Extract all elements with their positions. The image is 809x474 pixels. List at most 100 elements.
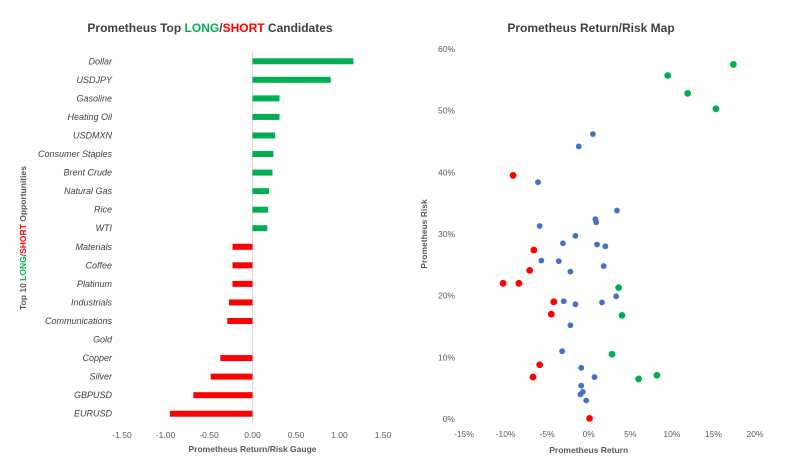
bar-category-label: Copper [82,353,113,363]
scatter-y-tick-label: 40% [438,167,455,177]
bar-y-axis-title-part: LONG [18,256,28,281]
scatter-point-neutral [567,268,574,275]
scatter-point-neutral [578,364,585,371]
bar-chart-title-part: SHORT [223,21,266,35]
bar-wti [252,225,268,232]
bar-brent-crude [252,169,273,176]
bar-eurusd [169,410,253,417]
scatter-point-short [547,310,555,318]
scatter-point-neutral [567,322,574,329]
bar-y-axis-title-part: / [18,253,28,256]
scatter-x-tick-label: -15% [454,429,474,439]
scatter-point-short [536,361,544,369]
bar-platinum [232,280,253,287]
scatter-point-neutral [536,223,543,229]
scatter-y-tick-label: 30% [438,229,455,239]
bar-usdmxn [252,132,276,139]
scatter-point-neutral [591,374,598,380]
bar-dollar [252,58,354,65]
scatter-point-short [526,266,534,274]
scatter-point-long [664,72,672,79]
scatter-point-neutral [559,348,566,355]
scatter-point-neutral [538,257,545,264]
scatter-point-long [608,350,616,358]
bar-x-axis-title: Prometheus Return/Risk Gauge [188,444,316,454]
bar-category-label: GBPUSD [74,390,113,400]
bar-category-label: USDMXN [73,130,113,140]
bar-chart-title-part: Prometheus Top [87,21,184,35]
scatter-point-neutral [572,301,579,308]
bar-category-label: Industrials [71,297,113,307]
bar-y-axis-title-part: SHORT [18,223,28,254]
scatter-point-neutral [593,219,600,226]
scatter-x-tick-label: 10% [663,429,680,439]
scatter-y-tick-label: 20% [438,291,455,301]
bar-x-tick-label: -0.50 [199,430,219,440]
bar-y-axis-title: Top 10 LONG/SHORT Opportunities [18,166,28,310]
bar-category-label: Silver [89,372,113,382]
bar-natural-gas [252,188,270,195]
scatter-chart-title: Prometheus Return/Risk Map [507,21,674,35]
scatter-point-neutral [602,243,609,250]
bar-x-tick-label: -1.50 [112,430,132,440]
bar-x-tick-label: 0.00 [244,430,261,440]
scatter-point-neutral [577,391,584,398]
bar-category-label: Gold [93,335,113,345]
scatter-point-neutral [555,258,562,265]
bar-copper [220,355,253,362]
scatter-point-neutral [560,240,566,247]
bar-category-label: USDJPY [76,75,113,85]
scatter-point-long [635,375,642,383]
scatter-x-tick-label: 20% [746,429,763,439]
bar-category-label: WTI [96,223,113,233]
scatter-point-neutral [572,232,579,239]
scatter-x-tick-label: 0% [583,429,596,439]
bar-y-axis-title-part: Top 10 [18,281,28,310]
scatter-point-neutral [613,293,620,300]
bar-gbpusd [193,392,253,399]
scatter-point-neutral [578,382,585,389]
bar-y-axis-title-part: Opportunities [18,166,28,224]
return-risk-scatter-chart: Prometheus Return/Risk Map 0% 10% 20% 30% 40%… [405,0,809,469]
bar-silver [210,373,253,380]
bar-category-label: Natural Gas [64,186,113,196]
scatter-point-short [586,414,593,422]
scatter-point-neutral [614,207,620,214]
scatter-point-neutral [599,299,605,306]
bar-chart-title-part: / [219,21,223,35]
bar-category-label: Coffee [85,260,112,270]
scatter-y-axis-title: Prometheus Risk [419,199,429,269]
scatter-point-neutral [594,241,600,248]
scatter-point-neutral [560,298,567,305]
bar-chart-title: Prometheus Top LONG/SHORT Candidates [87,21,332,35]
scatter-point-long [653,371,661,379]
scatter-point-long [712,105,720,113]
scatter-point-neutral [589,131,596,138]
scatter-y-tick-label: 60% [438,44,455,54]
bar-usdjpy [252,76,331,83]
scatter-point-long [684,90,692,97]
long-short-bar-chart: Prometheus Top LONG/SHORT Candidates Doll… [0,0,405,469]
scatter-point-long [615,284,623,292]
bar-industrials [229,299,253,306]
bar-consumer-staples [252,151,274,158]
scatter-y-tick-label: 0% [443,414,456,424]
scatter-point-long [729,61,737,68]
bar-chart-title-part: Candidates [265,21,333,35]
scatter-point-short [509,172,517,179]
bar-chart-svg: Prometheus Top LONG/SHORT CandidatesDoll… [18,21,392,454]
scatter-point-neutral [583,397,590,404]
scatter-point-neutral [600,263,607,269]
scatter-x-tick-label: 15% [705,429,722,439]
scatter-y-tick-label: 50% [438,106,455,116]
scatter-x-tick-label: 5% [624,429,637,439]
bar-x-tick-label: 1.50 [375,430,392,440]
scatter-x-tick-label: -10% [496,429,516,439]
bar-category-label: Brent Crude [63,168,112,178]
bar-category-label: Communications [45,316,113,326]
bar-category-label: EURUSD [74,409,113,419]
bar-category-label: Heating Oil [67,112,113,122]
scatter-point-neutral [575,143,582,150]
bar-category-label: Platinum [77,279,113,289]
scatter-x-tick-label: -5% [540,429,556,439]
